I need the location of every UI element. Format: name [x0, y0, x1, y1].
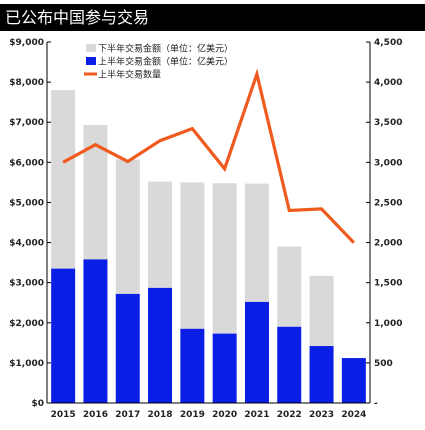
x-tick-label: 2015 — [51, 410, 76, 420]
bar-h2-2021 — [244, 183, 269, 302]
x-tick-label: 2020 — [212, 410, 237, 420]
y-left-tick-label: $6,000 — [9, 158, 44, 168]
bar-h1-2021 — [244, 301, 269, 403]
x-tick-label: 2016 — [83, 410, 108, 420]
bar-h2-2022 — [277, 246, 302, 327]
y-right-tick-label: 1,500 — [374, 279, 402, 289]
y-right-tick-label: 4,000 — [374, 78, 402, 88]
bar-h1-2024 — [341, 358, 366, 403]
x-tick-label: 2018 — [148, 410, 173, 420]
x-tick-label: 2022 — [277, 410, 302, 420]
y-left-tick-label: $4,000 — [9, 239, 44, 249]
y-right-tick-label: 2,500 — [374, 198, 402, 208]
chart-title: 已公布中国参与交易 — [0, 4, 425, 31]
y-right-tick-label: 2,000 — [374, 239, 402, 249]
bar-h1-2020 — [212, 333, 237, 403]
bar-h1-2018 — [148, 287, 173, 403]
y-left-tick-label: $3,000 — [9, 279, 44, 289]
x-tick-label: 2021 — [244, 410, 269, 420]
y-left-tick-label: $0 — [31, 399, 44, 409]
y-left-tick-label: $8,000 — [9, 78, 44, 88]
y-left-tick-label: $5,000 — [9, 198, 44, 208]
bar-h2-2023 — [309, 275, 334, 347]
bar-h1-2016 — [83, 259, 108, 403]
bar-h2-2017 — [115, 159, 140, 294]
bar-h1-2019 — [180, 328, 205, 403]
y-left-tick-label: $2,000 — [9, 319, 44, 329]
line-layer — [62, 68, 355, 244]
bars-layer — [51, 90, 366, 403]
legend-swatch-h2 — [86, 44, 96, 52]
legend-label-h2: 下半年交易金额（单位：亿美元） — [98, 43, 233, 55]
bar-h2-2015 — [51, 90, 76, 269]
bar-h1-2023 — [309, 346, 334, 403]
bar-h2-2018 — [148, 181, 173, 288]
axes-layer: $0 $1,000 $2,000 $3,000 $4,000 $5,000 $6,000 $7… — [9, 38, 402, 420]
y-right-tick-label: - — [374, 399, 378, 409]
bar-h1-2017 — [115, 293, 140, 403]
line-count — [62, 68, 355, 244]
x-tick-label: 2019 — [180, 410, 205, 420]
bar-h2-2019 — [180, 182, 205, 329]
x-tick-label: 2024 — [341, 410, 366, 420]
y-right-tick-label: 3,000 — [374, 158, 402, 168]
bar-h1-2015 — [51, 268, 76, 403]
legend: 下半年交易金额（单位：亿美元） 上半年交易金额（单位：亿美元） 上半年交易数量 — [84, 43, 233, 81]
legend-swatch-h1 — [86, 57, 96, 65]
y-right-tick-label: 500 — [374, 359, 393, 369]
bar-h1-2022 — [277, 326, 302, 403]
y-right-tick-label: 3,500 — [374, 118, 402, 128]
legend-label-h1: 上半年交易金额（单位：亿美元） — [98, 56, 233, 68]
x-tick-label: 2023 — [309, 410, 334, 420]
x-tick-label: 2017 — [115, 410, 140, 420]
bar-h2-2020 — [212, 183, 237, 334]
y-left-tick-label: $1,000 — [9, 359, 44, 369]
y-left-tick-label: $9,000 — [9, 38, 44, 48]
y-right-tick-label: 1,000 — [374, 319, 402, 329]
y-left-tick-label: $7,000 — [9, 118, 44, 128]
y-right-tick-label: 4,500 — [374, 38, 402, 48]
legend-label-count: 上半年交易数量 — [98, 69, 161, 81]
